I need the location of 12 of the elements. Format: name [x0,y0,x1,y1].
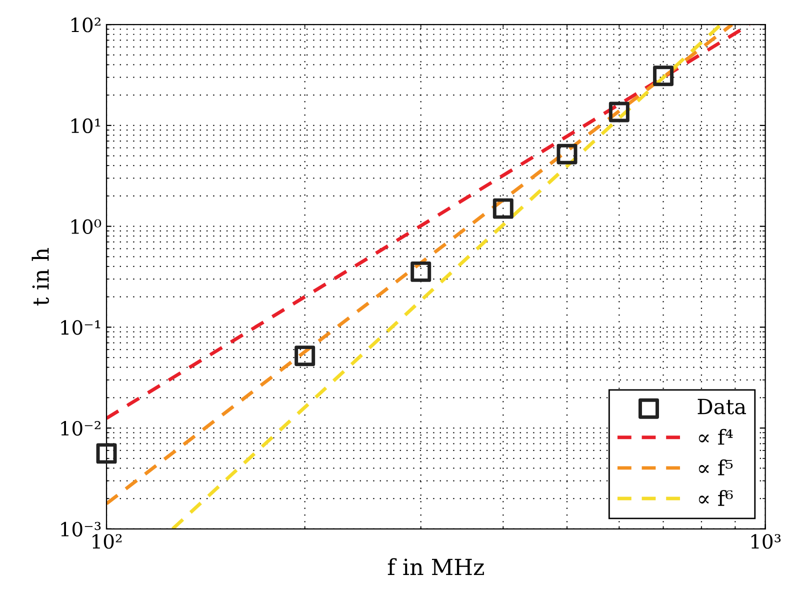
y-axis-title: t in h [32,248,49,306]
legend-label: ∝ f⁵ [698,459,733,476]
y-tick-label: 10¹ [71,118,100,134]
legend-label: ∝ f⁴ [698,428,733,445]
y-tick-label: 10⁻¹ [61,320,100,335]
y-tick-label: 10⁻² [61,420,100,436]
legend-label: Data [698,398,746,414]
y-tick-label: 10² [71,18,100,32]
y-tick-label: 10⁰ [71,219,102,234]
legend-label: ∝ f⁶ [698,490,733,506]
x-tick-label: 10³ [751,534,781,549]
x-axis-title: f in MHz [388,558,484,576]
